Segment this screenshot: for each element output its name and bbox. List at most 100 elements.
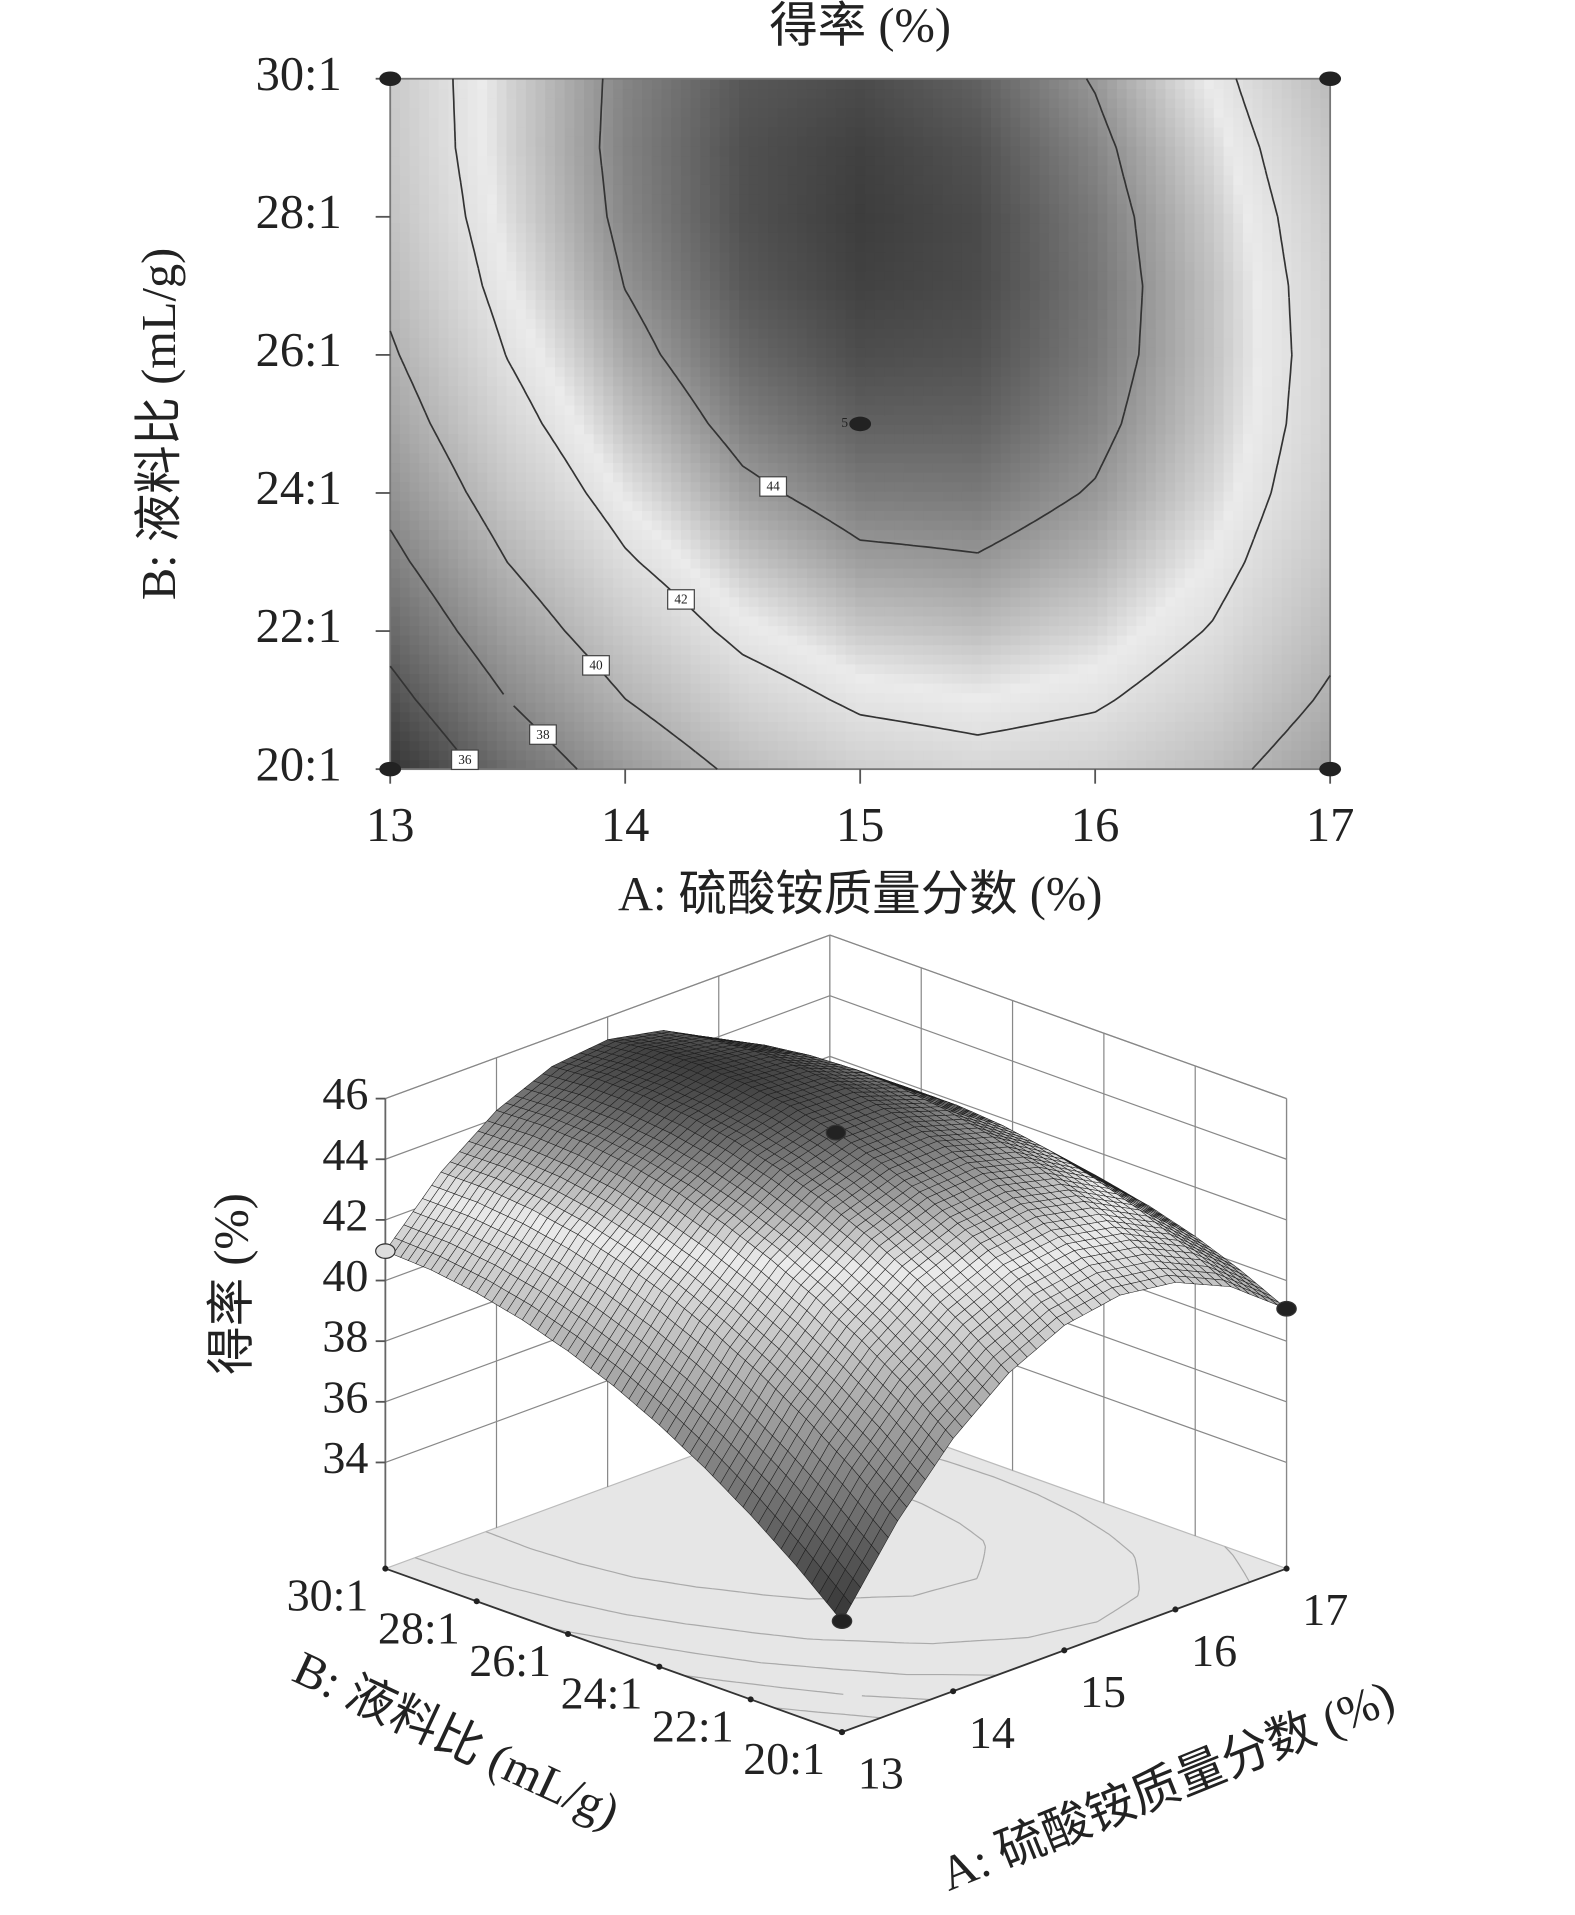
heat-cell: [739, 519, 750, 531]
heat-cell: [622, 318, 634, 329]
heat-cell: [506, 385, 517, 396]
heat-cell: [574, 577, 585, 588]
heat-cell: [1039, 395, 1050, 406]
heat-cell: [826, 634, 837, 646]
heat-cell: [932, 395, 944, 406]
heat-cell: [835, 471, 847, 483]
heat-cell: [1272, 567, 1283, 579]
heat-cell: [709, 395, 721, 406]
heat-cell: [923, 414, 934, 425]
heat-cell: [1155, 759, 1167, 770]
heat-cell: [913, 759, 924, 770]
heat-cell: [923, 356, 934, 368]
heat-cell: [399, 433, 411, 444]
heat-cell: [739, 289, 750, 301]
heat-cell: [923, 692, 934, 703]
heat-cell: [467, 567, 479, 579]
heat-cell: [564, 491, 576, 502]
heat-cell: [1126, 539, 1138, 550]
heat-cell: [1204, 702, 1215, 713]
heat-cell: [855, 433, 866, 444]
heat-cell: [874, 740, 886, 751]
heat-cell: [1165, 423, 1176, 435]
heat-cell: [1272, 539, 1283, 550]
heat-cell: [729, 702, 740, 713]
heat-cell: [758, 385, 769, 396]
heat-cell: [1107, 491, 1118, 502]
heat-cell: [554, 759, 566, 770]
heat-cell: [787, 414, 798, 425]
heat-cell: [409, 500, 421, 511]
heat-cell: [1184, 721, 1196, 732]
heat-cell: [1097, 740, 1108, 751]
heat-cell: [777, 404, 789, 416]
heat-cell: [399, 634, 411, 646]
heat-cell: [506, 692, 517, 703]
heat-cell: [1301, 500, 1312, 511]
heat-cell: [1262, 356, 1273, 368]
heat-cell: [913, 711, 924, 722]
heat-cell: [545, 462, 556, 473]
heat-cell: [1136, 606, 1147, 617]
heat-cell: [1136, 510, 1147, 521]
heat-cell: [496, 615, 508, 627]
heat-cell: [399, 577, 411, 588]
heat-cell: [399, 328, 411, 339]
heat-cell: [661, 759, 672, 770]
heat-cell: [458, 682, 469, 694]
heat-cell: [835, 356, 847, 368]
heat-cell: [545, 692, 556, 703]
heat-cell: [1184, 577, 1196, 588]
heat-cell: [690, 404, 702, 416]
heat-cell: [603, 510, 614, 521]
heat-cell: [903, 280, 915, 291]
heat-cell: [826, 577, 837, 588]
heat-cell: [1146, 721, 1157, 732]
heat-cell: [1213, 385, 1225, 396]
heat-cell: [1223, 404, 1234, 416]
heat-cell: [1068, 702, 1079, 713]
heat-cell: [399, 404, 411, 416]
heat-cell: [1029, 481, 1041, 492]
heat-cell: [1281, 462, 1293, 473]
heat-cell: [419, 375, 430, 387]
heat-cell: [622, 615, 634, 627]
heat-cell: [990, 615, 1002, 627]
heat-cell: [390, 404, 401, 416]
heat-cell: [758, 567, 769, 579]
heat-cell: [709, 318, 721, 329]
heat-cell: [1165, 548, 1176, 559]
heat-cell: [932, 663, 944, 674]
heat-cell: [1184, 673, 1196, 684]
heat-cell: [438, 548, 450, 559]
heat-cell: [680, 644, 692, 655]
heat-cell: [1310, 759, 1322, 770]
heat-cell: [593, 615, 605, 627]
heat-cell: [826, 558, 837, 569]
heat-cell: [709, 529, 721, 540]
heat-cell: [1107, 682, 1118, 694]
heat-cell: [1272, 702, 1283, 713]
heat-cell: [942, 759, 953, 770]
heat-cell: [545, 481, 556, 492]
heat-cell: [448, 682, 459, 694]
heat-cell: [574, 654, 585, 665]
heat-cell: [903, 615, 915, 627]
heat-cell: [748, 280, 760, 291]
heat-cell: [1049, 491, 1060, 502]
heat-cell: [428, 596, 440, 607]
heat-cell: [1068, 673, 1079, 684]
heat-cell: [651, 606, 663, 617]
heat-cell: [1000, 548, 1012, 559]
heat-cell: [758, 375, 769, 387]
heat-cell: [903, 452, 915, 464]
heat-cell: [990, 644, 1002, 655]
heat-cell: [835, 692, 847, 703]
heat-cell: [942, 443, 953, 454]
heat-cell: [816, 682, 827, 694]
heat-cell: [1194, 577, 1205, 588]
heat-cell: [806, 682, 818, 694]
heat-cell: [739, 721, 750, 732]
heat-cell: [1068, 414, 1079, 425]
heat-cell: [923, 280, 934, 291]
